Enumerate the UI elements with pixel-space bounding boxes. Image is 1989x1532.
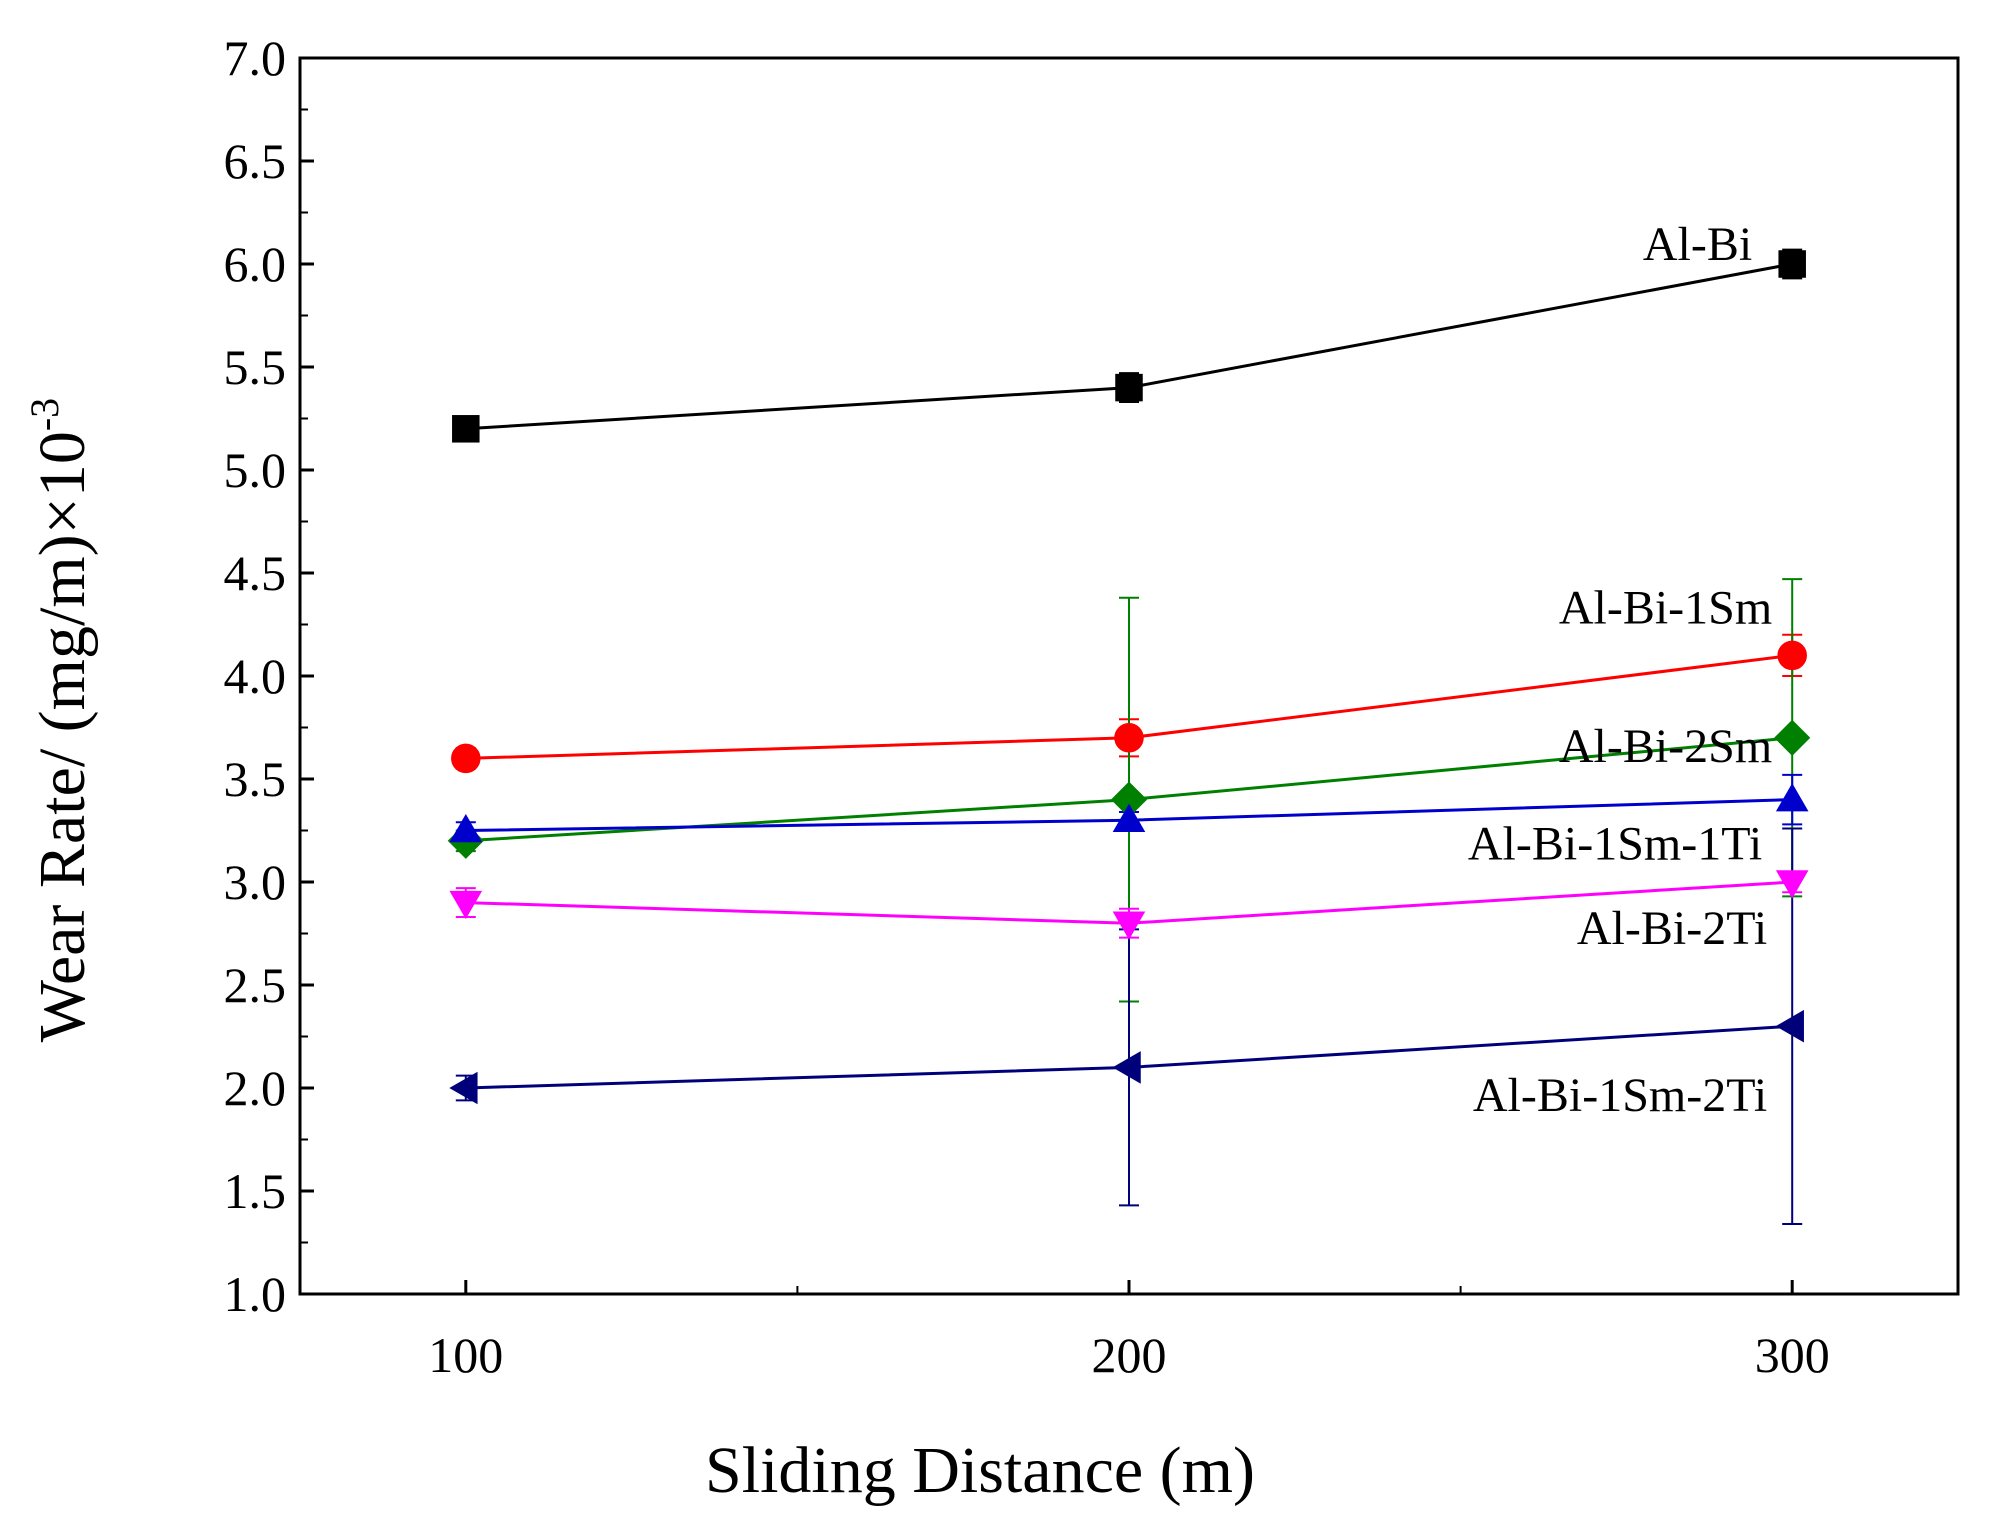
series-al-bi-2ti-marker bbox=[1775, 870, 1809, 899]
series-al-bi-1sm-marker bbox=[451, 743, 481, 774]
series-al-bi-2ti-marker bbox=[1112, 911, 1146, 940]
series-al-bi-1sm-marker bbox=[1777, 640, 1807, 671]
x-tick-label: 300 bbox=[1755, 1327, 1830, 1383]
series-al-bi-label: Al-Bi bbox=[1643, 218, 1752, 271]
series-al-bi-2ti-marker bbox=[449, 890, 483, 920]
y-tick-label: 5.5 bbox=[224, 339, 287, 395]
series-al-bi-2ti-label: Al-Bi-2Ti bbox=[1577, 902, 1767, 955]
series-al-bi-1sm-1ti-marker bbox=[1775, 783, 1809, 812]
y-tick-label: 4.0 bbox=[224, 648, 287, 704]
y-tick-label: 2.5 bbox=[224, 957, 287, 1013]
series-al-bi-1sm-2ti-marker bbox=[449, 1071, 478, 1105]
y-tick-label: 5.0 bbox=[224, 442, 287, 498]
series-al-bi-1sm-label: Al-Bi-1Sm bbox=[1559, 581, 1772, 634]
series-al-bi-1sm-marker bbox=[1114, 723, 1144, 753]
y-tick-label: 2.0 bbox=[224, 1060, 287, 1116]
y-tick-label: 3.5 bbox=[224, 751, 287, 807]
series-al-bi-2sm-label: Al-Bi-2Sm bbox=[1559, 720, 1772, 773]
y-tick-label: 1.0 bbox=[224, 1266, 287, 1322]
series-al-bi-line bbox=[465, 262, 1793, 431]
x-axis-title: Sliding Distance (m) bbox=[705, 1434, 1255, 1507]
series-al-bi-marker bbox=[1778, 250, 1806, 278]
series-al-bi-2sm-marker bbox=[1774, 719, 1811, 756]
series-al-bi-marker bbox=[1115, 373, 1143, 402]
series-al-bi-1sm-2ti-marker bbox=[1775, 1009, 1804, 1043]
y-tick-label: 1.5 bbox=[224, 1163, 287, 1219]
y-axis-title: Wear Rate/ (mg/m)×10 bbox=[26, 431, 99, 1042]
series-al-bi-marker bbox=[452, 415, 480, 443]
y-tick-label: 6.5 bbox=[224, 133, 287, 189]
y-tick-label: 7.0 bbox=[224, 30, 287, 86]
y-axis-title-exponent: -3 bbox=[22, 398, 67, 431]
series-al-bi-1sm-1ti-marker bbox=[1112, 803, 1146, 832]
series-al-bi-1sm-1ti-marker bbox=[449, 813, 483, 843]
y-tick-label: 3.0 bbox=[224, 854, 287, 910]
y-axis-title-group: Wear Rate/ (mg/m)×10-3 bbox=[22, 398, 99, 1042]
x-tick-label: 100 bbox=[428, 1327, 503, 1383]
y-tick-label: 6.0 bbox=[224, 236, 287, 292]
svg-text:Wear Rate/ (mg/m)×10-3: Wear Rate/ (mg/m)×10-3 bbox=[22, 398, 99, 1042]
x-tick-label: 200 bbox=[1092, 1327, 1167, 1383]
series-al-bi-1sm-2ti-marker bbox=[1112, 1051, 1141, 1084]
series-al-bi-1sm-1ti-label: Al-Bi-1Sm-1Ti bbox=[1468, 818, 1762, 871]
y-tick-label: 4.5 bbox=[224, 545, 287, 601]
series-al-bi-1sm-2ti-label: Al-Bi-1Sm-2Ti bbox=[1473, 1069, 1767, 1122]
